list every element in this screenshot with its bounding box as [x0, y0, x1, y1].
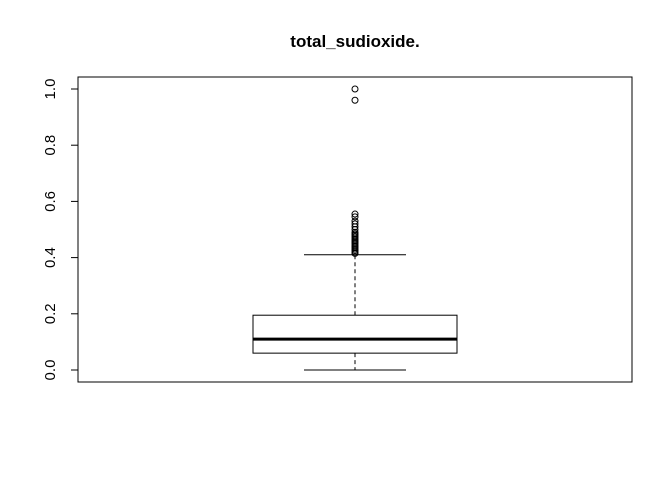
outlier-point: [351, 96, 359, 104]
y-tick-label: 0.2: [42, 303, 59, 324]
y-axis: 0.0 0.2 0.4 0.6 0.8 1.0: [42, 79, 79, 381]
outlier-point: [351, 217, 359, 225]
outlier-point: [351, 213, 359, 221]
outliers: [351, 85, 359, 257]
outlier-point: [351, 85, 359, 93]
y-tick-label: 0.8: [42, 135, 59, 156]
y-tick-label: 0.0: [42, 360, 59, 381]
y-tick-label: 1.0: [42, 79, 59, 100]
boxplot: [252, 254, 458, 371]
box-iqr: [252, 314, 458, 354]
outlier-point: [351, 210, 359, 218]
chart-title: total_sudioxide.: [290, 32, 419, 51]
y-tick-label: 0.4: [42, 247, 59, 268]
y-tick-label: 0.6: [42, 191, 59, 212]
outlier-point: [351, 220, 359, 228]
